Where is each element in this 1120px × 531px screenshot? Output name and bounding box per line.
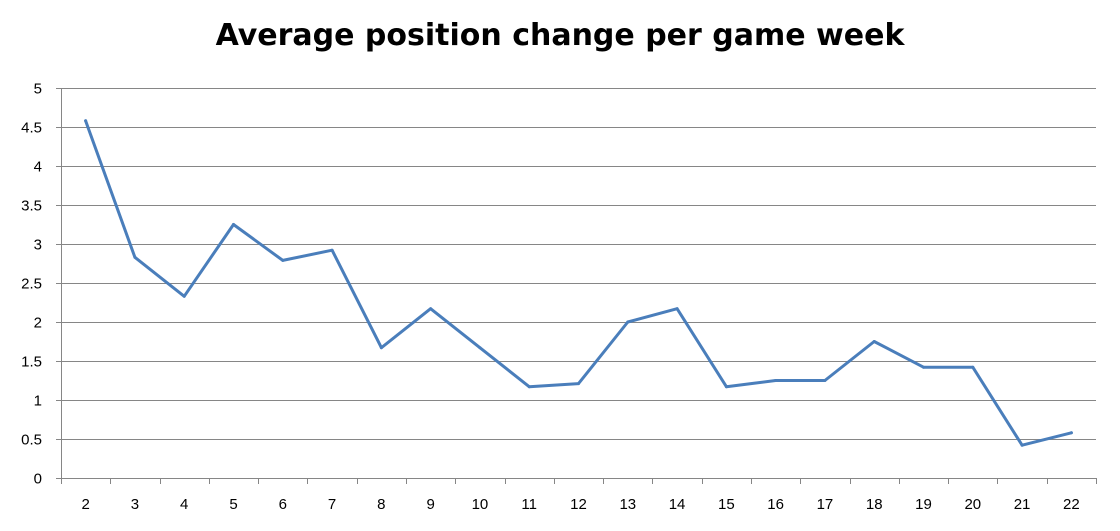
x-tick-label: 18 — [866, 496, 883, 513]
data-point — [675, 307, 679, 311]
x-axis-tick-labels: 2 3 4 5 6 7 8 9 10 11 12 13 14 15 16 17 18 19 20 21 22 — [81, 496, 1079, 513]
data-point — [1069, 431, 1073, 435]
data-point — [724, 385, 728, 389]
data-point — [84, 119, 88, 123]
data-point — [577, 382, 580, 386]
data-point — [379, 346, 383, 350]
x-tick-label: 6 — [279, 496, 287, 513]
gridlines — [61, 88, 1096, 440]
y-tick-label: 2 — [34, 315, 42, 332]
data-point — [478, 346, 482, 350]
data-point — [281, 258, 285, 262]
data-point — [971, 365, 975, 369]
series-line-group — [84, 119, 1073, 447]
data-point — [133, 255, 137, 259]
y-tick-label: 1.5 — [21, 354, 42, 371]
x-tick-label: 19 — [915, 496, 932, 513]
x-tick-label: 21 — [1014, 496, 1031, 513]
x-tick-label: 11 — [521, 496, 537, 513]
data-point — [823, 379, 827, 382]
x-tick-label: 14 — [669, 496, 686, 513]
x-tick-label: 17 — [817, 496, 834, 513]
data-point — [429, 307, 433, 311]
x-tick-label: 3 — [131, 496, 139, 513]
y-tick-label: 1 — [34, 393, 42, 410]
data-point — [626, 320, 630, 324]
x-tick-label: 4 — [180, 496, 188, 513]
y-tick-label: 4.5 — [21, 120, 42, 137]
y-tick-label: 5 — [34, 81, 42, 98]
x-tick-label: 7 — [328, 496, 336, 513]
data-point — [774, 379, 778, 382]
y-tick-label: 2.5 — [21, 276, 42, 293]
x-tick-label: 9 — [426, 496, 434, 513]
y-tick-label: 4 — [34, 159, 42, 176]
data-point — [872, 340, 876, 343]
chart-title: Average position change per game week — [215, 18, 905, 53]
data-point — [182, 294, 186, 298]
x-tick-label: 20 — [964, 496, 981, 513]
data-point — [527, 385, 531, 389]
x-tick-label: 10 — [472, 496, 489, 513]
data-point — [232, 223, 235, 226]
y-axis-tick-labels: 0 0.5 1 1.5 2 2.5 3 3.5 4 4.5 5 — [21, 81, 42, 488]
x-tick-label: 2 — [81, 496, 89, 513]
x-tick-label: 22 — [1063, 496, 1080, 513]
x-tick-label: 15 — [718, 496, 735, 513]
data-point — [330, 248, 334, 252]
axes — [56, 88, 1097, 484]
x-tick-label: 8 — [377, 496, 385, 513]
y-tick-label: 0.5 — [21, 432, 42, 449]
y-tick-label: 3.5 — [21, 198, 42, 215]
x-tick-label: 5 — [229, 496, 237, 513]
y-tick-label: 0 — [34, 471, 42, 488]
data-point — [1020, 443, 1024, 447]
x-tick-label: 12 — [570, 496, 587, 513]
x-tick-label: 16 — [767, 496, 784, 513]
x-tick-label: 13 — [619, 496, 636, 513]
y-tick-label: 3 — [34, 237, 42, 254]
data-point — [922, 365, 925, 369]
